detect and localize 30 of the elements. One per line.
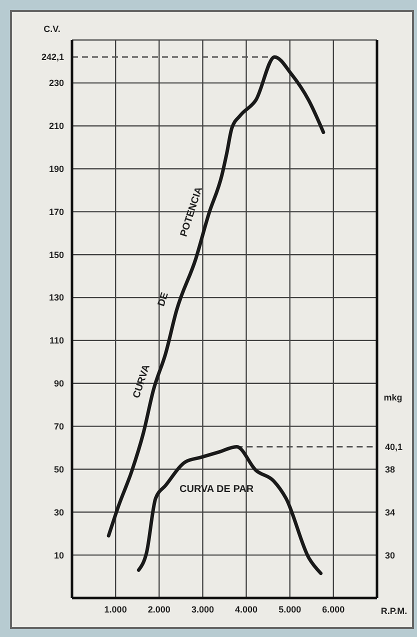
y-tick-label: 190: [48, 164, 64, 174]
line-series: [106, 55, 326, 538]
y2-tick-label: 40,1: [385, 442, 403, 452]
y-tick-label: 90: [54, 378, 64, 389]
line-series: [136, 444, 323, 576]
x-tick-label: 4.000: [235, 604, 258, 614]
y-tick-label: 210: [48, 121, 64, 132]
x-tick-label: 2.000: [148, 604, 170, 614]
y-tick-label: 230: [48, 78, 64, 88]
y-tick-label: 70: [54, 422, 64, 432]
x-tick-label: 3.000: [191, 604, 214, 614]
annotation: DE: [156, 290, 171, 308]
y2-axis-title: mkg: [384, 392, 402, 403]
x-tick-label: 1.000: [104, 604, 127, 614]
y-tick-label: 130: [48, 292, 64, 303]
y-axis-title: C.V.: [44, 24, 60, 34]
y-tick-label: 110: [49, 336, 64, 346]
y2-tick-label: 34: [385, 507, 396, 518]
y-tick-label: 150: [48, 250, 64, 260]
y2-tick-label: 38: [385, 464, 396, 474]
y-tick-label: 30: [54, 507, 64, 518]
x-tick-label: 5.000: [278, 604, 302, 614]
y-tick-label: 50: [54, 464, 64, 474]
y-tick-label: 170: [48, 206, 64, 217]
annotation: CURVA: [131, 363, 152, 400]
x-axis-title: R.P.M.: [380, 606, 408, 616]
y-tick-label: 242,1: [41, 52, 64, 62]
y-tick-label: 10: [54, 550, 64, 560]
x-tick-label: 6.000: [322, 604, 345, 614]
y2-tick-label: 30: [385, 550, 396, 560]
